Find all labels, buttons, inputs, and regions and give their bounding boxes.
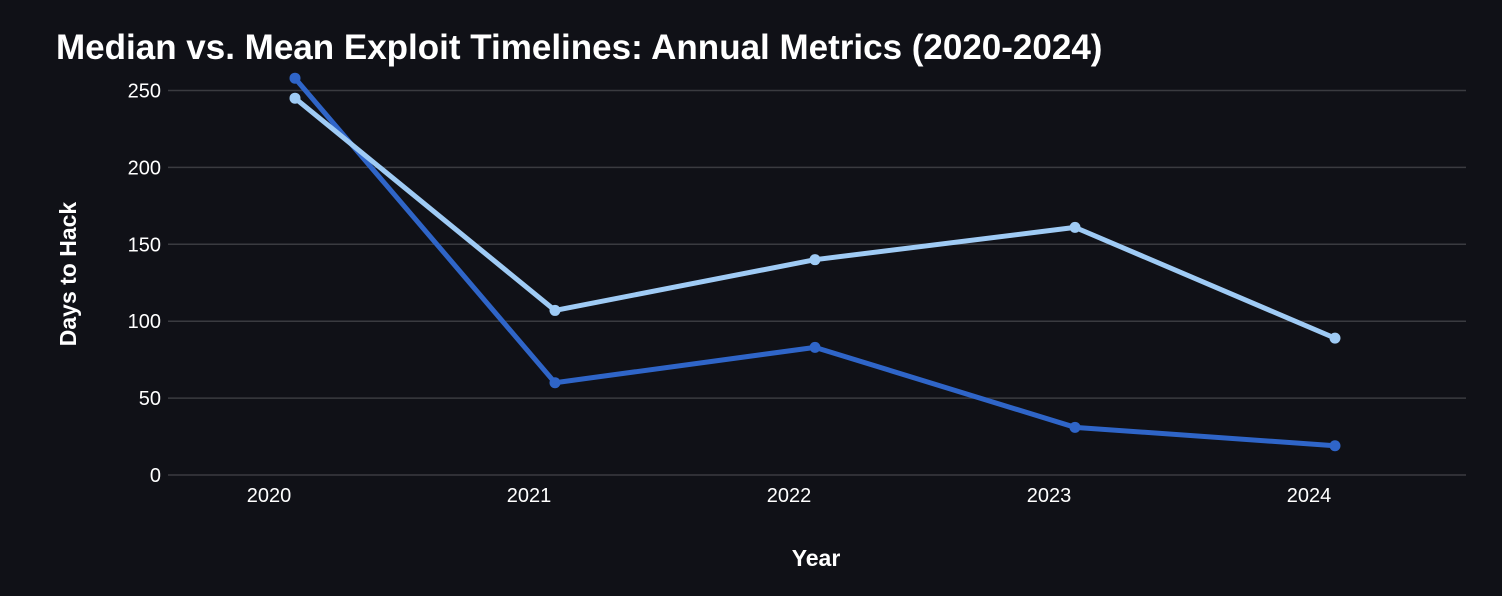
x-tick-label: 2021 — [507, 485, 552, 507]
data-point — [549, 377, 561, 389]
y-axis-ticks: 0 50 100 150 200 250 — [128, 81, 161, 488]
x-axis-title: Year — [792, 545, 841, 571]
series-lines — [289, 72, 1341, 452]
y-tick-label: 150 — [128, 234, 161, 256]
x-tick-label: 2023 — [1027, 485, 1072, 507]
data-point — [1069, 421, 1081, 433]
data-point — [1069, 221, 1081, 233]
y-tick-label: 0 — [150, 465, 161, 487]
data-point — [289, 72, 301, 84]
series-line-2 — [292, 95, 1338, 341]
data-point — [1329, 440, 1341, 452]
y-axis-title: Days to Hack — [55, 202, 81, 347]
data-point — [809, 254, 821, 266]
x-tick-label: 2024 — [1287, 485, 1332, 507]
y-tick-label: 100 — [128, 311, 161, 333]
chart-title: Median vs. Mean Exploit Timelines: Annua… — [56, 28, 1102, 67]
y-tick-label: 200 — [128, 157, 161, 179]
data-point — [809, 341, 821, 353]
y-tick-label: 250 — [128, 81, 161, 103]
x-tick-label: 2020 — [247, 485, 292, 507]
gridlines — [168, 89, 1466, 476]
data-point — [289, 92, 301, 104]
x-tick-label: 2022 — [767, 485, 812, 507]
y-tick-label: 50 — [139, 388, 161, 410]
x-axis-ticks: 2020 2021 2022 2023 2024 — [247, 485, 1332, 507]
data-point — [1329, 332, 1341, 344]
data-point — [549, 304, 561, 316]
